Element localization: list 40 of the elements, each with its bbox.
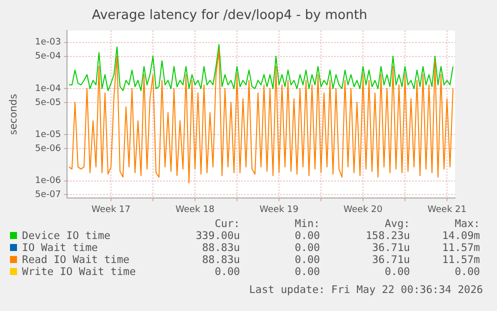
text: 88.83u	[201, 254, 240, 266]
text: 0.00	[214, 266, 240, 278]
text: 14.09m	[441, 230, 480, 242]
text: Cur:	[214, 218, 240, 230]
x-tick-label: Week 21	[428, 204, 466, 215]
legend-label: Device IO time	[21, 230, 112, 242]
text: Last update: Fri May 22 00:36:34 2026	[249, 284, 483, 296]
chart-title: Average latency for /dev/loop4 - by month	[92, 8, 368, 24]
x-tick-label: Week 18	[176, 204, 215, 215]
y-tick-label: 5e-05	[35, 98, 61, 108]
text: 11.57m	[441, 242, 480, 254]
text: 0.00	[294, 254, 320, 266]
y-tick-label: 1e-03	[35, 38, 61, 48]
text: 36.71u	[371, 254, 410, 266]
legend-label: Read IO Wait time	[21, 254, 130, 266]
y-tick-label: 1e-06	[35, 176, 62, 186]
y-tick-label: 1e-04	[35, 84, 62, 94]
x-tick-label: Week 17	[92, 204, 130, 215]
x-tick-label: Week 20	[344, 204, 383, 215]
text: 0.00	[294, 230, 320, 242]
y-tick-label: 5e-06	[35, 144, 62, 154]
text: 0.00	[384, 266, 410, 278]
text: 158.23u	[364, 230, 410, 242]
text: 0.00	[454, 266, 480, 278]
text: 0.00	[294, 266, 320, 278]
text: Max:	[454, 218, 480, 230]
text: Min:	[294, 218, 320, 230]
y-tick-label: 5e-07	[35, 190, 61, 200]
text: 11.57m	[441, 254, 480, 266]
y-axis-title: seconds	[8, 94, 20, 135]
text: 88.83u	[201, 242, 240, 254]
y-tick-label: 5e-04	[35, 52, 62, 62]
y-tick-label: 1e-05	[35, 130, 61, 140]
text: 339.00u	[194, 230, 240, 242]
legend-label: Write IO Wait time	[21, 266, 137, 278]
text: Avg:	[384, 218, 410, 230]
text: 36.71u	[371, 242, 410, 254]
text: 0.00	[294, 242, 320, 254]
legend-label: IO Wait time	[21, 242, 99, 254]
x-tick-label: Week 19	[260, 204, 299, 215]
